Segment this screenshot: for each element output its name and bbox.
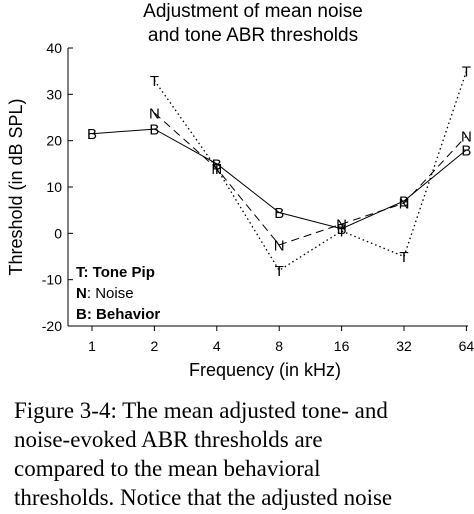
caption-line: Figure 3-4: The mean adjusted tone- and bbox=[14, 398, 388, 423]
chart-title-line-1: Adjustment of mean noise bbox=[143, 1, 363, 22]
legend-key-t: T bbox=[76, 264, 85, 281]
x-axis-label: Frequency (in kHz) bbox=[189, 360, 341, 380]
series-point-tone-pip: T bbox=[275, 263, 284, 280]
legend-entry-behavior: B: Behavior bbox=[76, 306, 160, 323]
legend-key-n: N bbox=[76, 285, 87, 302]
caption-line: noise-evoked ABR thresholds are bbox=[14, 427, 323, 452]
caption-line: thresholds. Notice that the adjusted noi… bbox=[14, 485, 393, 510]
y-axis-label: Threshold (in dB SPL) bbox=[6, 98, 26, 275]
series-point-noise: N bbox=[149, 105, 160, 122]
y-tick-label: 40 bbox=[46, 40, 62, 56]
x-tick-label: 32 bbox=[396, 338, 412, 354]
legend-entry-tone-pip: T: Tone Pip bbox=[76, 264, 155, 281]
series-point-tone-pip: T bbox=[399, 249, 408, 266]
series-point-tone-pip: T bbox=[337, 224, 346, 241]
x-tick-label: 64 bbox=[459, 338, 474, 354]
series-point-tone-pip: T bbox=[150, 73, 159, 90]
y-tick-label: 0 bbox=[54, 225, 62, 241]
series-line-noise bbox=[154, 112, 467, 246]
legend-label-behavior: Behavior bbox=[96, 306, 160, 323]
caption-line: compared to the mean behavioral bbox=[14, 456, 321, 481]
series-point-noise: N bbox=[211, 161, 222, 178]
legend: T: Tone Pip N: Noise B: Behavior bbox=[76, 264, 160, 323]
legend-key-b: B bbox=[76, 306, 87, 323]
series-point-tone-pip: T bbox=[462, 64, 471, 81]
legend-colon: : bbox=[87, 306, 96, 323]
y-axis-ticks: 40 30 20 10 0 -10 -20 bbox=[42, 40, 73, 334]
legend-label-noise: Noise bbox=[95, 285, 133, 302]
x-tick-label: 4 bbox=[213, 338, 221, 354]
y-tick-label: 30 bbox=[46, 86, 62, 102]
y-tick-label: -20 bbox=[42, 318, 62, 334]
x-tick-label: 8 bbox=[275, 338, 283, 354]
series-point-noise: N bbox=[274, 237, 285, 254]
chart-title-line-2: and tone ABR thresholds bbox=[148, 25, 358, 46]
x-tick-label: 1 bbox=[88, 338, 96, 354]
x-tick-label: 2 bbox=[151, 338, 159, 354]
legend-colon: : bbox=[87, 285, 95, 302]
series-point-behavior: B bbox=[337, 221, 347, 238]
x-axis-ticks: 1 2 4 8 16 32 64 bbox=[88, 326, 474, 354]
series-point-behavior: B bbox=[149, 122, 159, 139]
y-tick-label: -10 bbox=[42, 272, 62, 288]
series-point-noise: N bbox=[461, 129, 472, 146]
legend-colon: : bbox=[84, 264, 93, 281]
series-point-noise: N bbox=[399, 196, 410, 213]
series-point-behavior: B bbox=[274, 205, 284, 222]
series-line-tone-pip bbox=[153, 70, 468, 272]
series-point-tone-pip: T bbox=[212, 161, 221, 178]
legend-label-tone-pip: Tone Pip bbox=[93, 264, 155, 281]
figure-caption: Figure 3-4: The mean adjusted tone- and … bbox=[14, 396, 470, 512]
series-line-behavior bbox=[91, 128, 467, 230]
series-point-noise: N bbox=[336, 217, 347, 234]
series-point-behavior: B bbox=[212, 156, 222, 173]
y-tick-label: 10 bbox=[46, 179, 62, 195]
legend-entry-noise: N: Noise bbox=[76, 285, 134, 302]
series-point-behavior: B bbox=[461, 142, 471, 159]
chart: Adjustment of mean noise and tone ABR th… bbox=[6, 1, 474, 380]
series-point-behavior: B bbox=[399, 193, 409, 210]
x-tick-label: 16 bbox=[334, 338, 350, 354]
y-tick-label: 20 bbox=[46, 133, 62, 149]
series-point-behavior: B bbox=[87, 126, 97, 143]
